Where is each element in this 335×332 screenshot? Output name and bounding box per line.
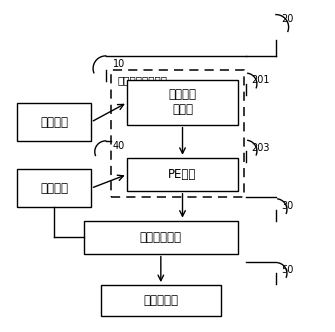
- Bar: [17, 169, 91, 207]
- Text: 数据存储器: 数据存储器: [143, 294, 178, 307]
- Text: 201: 201: [251, 75, 269, 85]
- Text: 40: 40: [113, 141, 125, 151]
- Bar: [127, 80, 238, 125]
- Text: 30: 30: [281, 201, 293, 211]
- Text: 存储单元: 存储单元: [40, 116, 68, 129]
- Text: 奇偶阵列
寄存器: 奇偶阵列 寄存器: [169, 88, 197, 116]
- Bar: [17, 103, 91, 141]
- Text: 匹配误差计算单元: 匹配误差计算单元: [118, 75, 168, 85]
- Text: 控制单元: 控制单元: [40, 182, 68, 195]
- Text: PE单元: PE单元: [168, 168, 197, 181]
- Bar: [101, 285, 221, 316]
- Bar: [127, 158, 238, 191]
- Text: 10: 10: [113, 58, 125, 68]
- Text: 203: 203: [251, 143, 269, 153]
- Text: 20: 20: [281, 14, 293, 24]
- Text: 50: 50: [281, 265, 293, 275]
- Bar: [111, 70, 244, 198]
- Text: 比较器树单元: 比较器树单元: [140, 231, 182, 244]
- Bar: [84, 220, 238, 254]
